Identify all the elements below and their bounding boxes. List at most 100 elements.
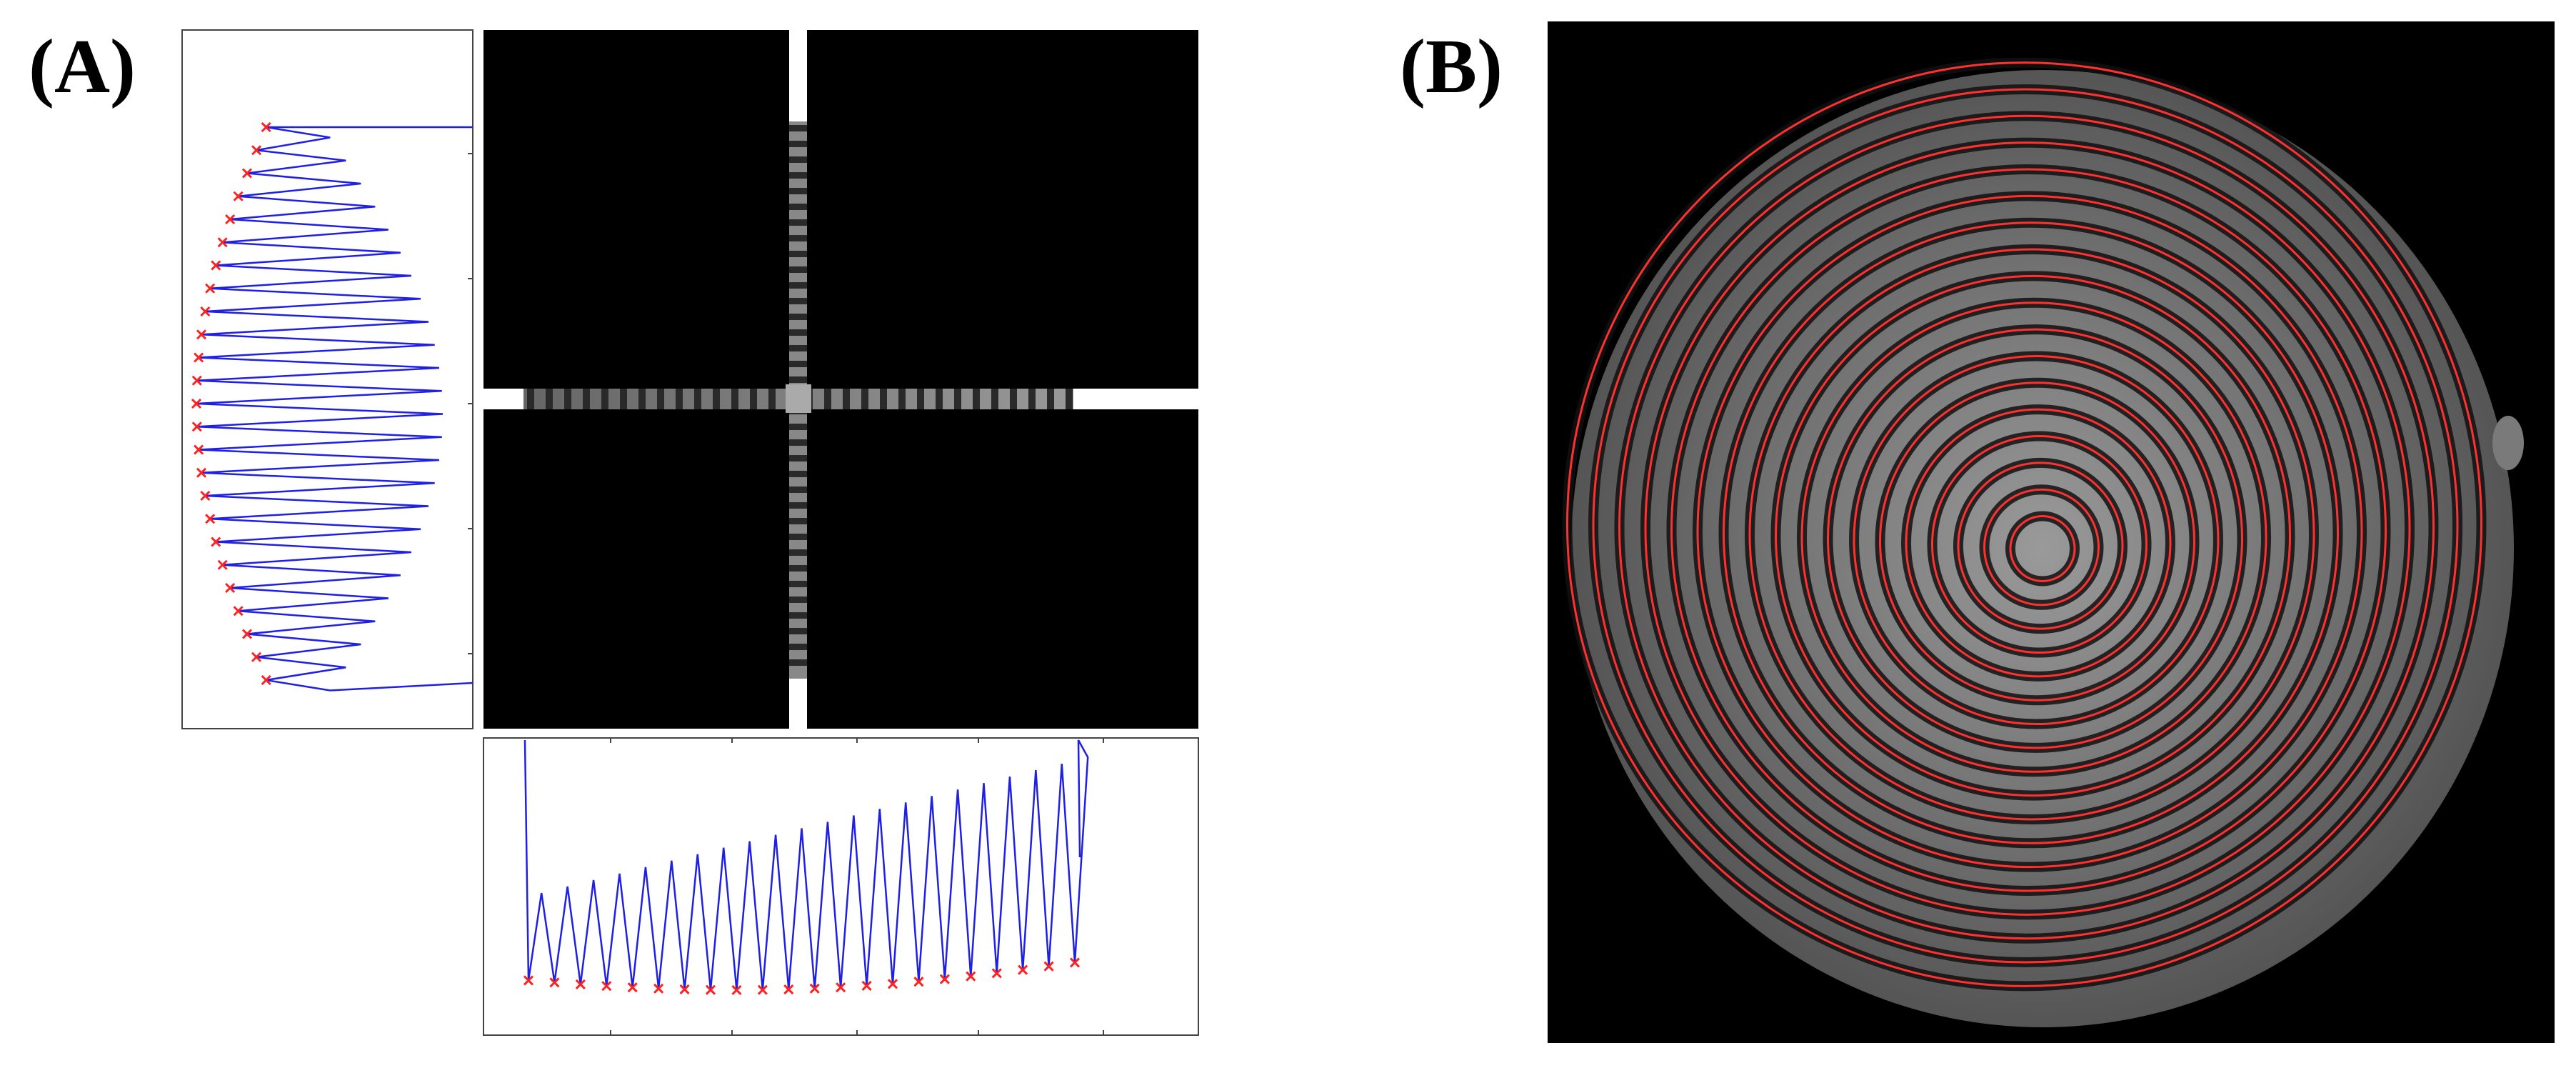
horizontal-strip-fringe: [638, 389, 646, 409]
left-minimum-marker: [200, 490, 211, 501]
horizontal-strip-fringe: [713, 389, 720, 409]
horizontal-strip-fringe: [601, 389, 608, 409]
vertical-strip-fringe: [789, 172, 807, 179]
fitted-circles: [1566, 61, 2482, 987]
left-profile-plot: [181, 29, 473, 729]
bottom-minimum-marker: [861, 980, 872, 992]
fitted-circle: [1644, 141, 2411, 916]
horizontal-strip-fringe: [991, 389, 998, 409]
fitted-circle: [1905, 408, 2172, 678]
horizontal-strip-fringe: [1028, 389, 1036, 409]
bottom-minimum-marker: [627, 982, 638, 993]
vertical-strip-fringe: [789, 439, 807, 446]
horizontal-strip-fringe: [954, 389, 961, 409]
vertical-strip-fringe: [789, 314, 807, 320]
horizontal-strip-fringe: [546, 389, 553, 409]
vertical-strip-fringe: [789, 486, 807, 493]
ring-image-panel: [1548, 21, 2555, 1043]
left-minimum-marker: [233, 191, 244, 201]
left-profile-minima: [191, 121, 271, 686]
ring-image-disc: [1571, 70, 2514, 1027]
vertical-strip-fringe: [789, 597, 807, 603]
fitted-circle: [1931, 435, 2147, 654]
bottom-profile-frame: [483, 737, 1199, 1036]
vertical-strip-fringe: [789, 235, 807, 241]
left-minimum-marker: [225, 582, 236, 594]
bottom-profile-plot: [483, 737, 1199, 1036]
bottom-minimum-marker: [836, 982, 846, 993]
horizontal-strip-fringe: [880, 389, 887, 409]
left-minimum-marker: [241, 629, 253, 639]
image-quadrant-top-left: [483, 30, 789, 389]
fitted-circle: [1566, 61, 2482, 987]
vertical-strip-fringe: [789, 534, 807, 540]
cross-section-image: [483, 30, 1198, 729]
bottom-profile-ticks: [610, 738, 1104, 1035]
horizontal-strip-fringe: [527, 389, 534, 409]
fitted-circle: [1879, 381, 2195, 702]
left-minimum-marker: [251, 652, 262, 662]
panel-b-label: (B): [1400, 24, 1503, 109]
bottom-minimum-marker: [575, 979, 586, 990]
vertical-strip-fringe: [789, 329, 807, 336]
vertical-strip-fringe: [789, 219, 807, 226]
image-quadrant-bottom-left: [483, 409, 789, 729]
fitted-circle: [1670, 168, 2387, 892]
vertical-strip-fringe: [789, 376, 807, 383]
bottom-minimum-marker: [939, 974, 950, 984]
left-minimum-marker: [217, 237, 228, 248]
horizontal-strip-fringe: [824, 389, 831, 409]
left-minimum-marker: [191, 421, 202, 432]
horizontal-strip-fringe: [936, 389, 943, 409]
left-minimum-marker: [205, 514, 216, 524]
fitted-circle: [1775, 274, 2291, 797]
vertical-strip-fringe: [789, 502, 807, 509]
left-profile-line: [196, 126, 473, 692]
vertical-strip-fringe: [789, 266, 807, 273]
bottom-minimum-marker: [601, 981, 612, 992]
image-quadrant-top-right: [807, 30, 1198, 389]
vertical-strip-fringe: [789, 581, 807, 587]
horizontal-strip-fringe: [676, 389, 683, 409]
vertical-strip-fringe: [789, 455, 807, 461]
fitted-circle: [1800, 301, 2267, 773]
left-minimum-marker: [200, 306, 211, 317]
fitted-circle: [1723, 221, 2339, 844]
bottom-minimum-marker: [705, 984, 716, 995]
vertical-strip-fringe: [789, 644, 807, 650]
left-minimum-marker: [233, 606, 244, 617]
fitted-circle: [1957, 461, 2124, 630]
vertical-strip-fringe: [789, 298, 807, 304]
fitted-circle: [1592, 88, 2459, 964]
left-minimum-marker: [225, 214, 236, 225]
vertical-strip-fringe: [789, 204, 807, 210]
vertical-strip-fringe: [789, 188, 807, 194]
bottom-minimum-marker: [523, 975, 534, 986]
left-minimum-marker: [205, 283, 216, 294]
left-minimum-marker: [217, 559, 228, 570]
horizontal-sampling-strip: [523, 384, 1073, 413]
bottom-minimum-marker: [887, 979, 898, 989]
fitted-circle: [1983, 488, 2100, 607]
fitted-circle: [1618, 114, 2435, 940]
horizontal-strip-fringe: [898, 389, 906, 409]
left-minimum-marker: [196, 329, 207, 340]
horizontal-strip-fringe: [861, 389, 868, 409]
image-quadrant-bottom-right: [807, 409, 1198, 729]
vertical-strip-fringe: [789, 612, 807, 619]
vertical-strip-fringe: [789, 141, 807, 147]
left-profile-ticks: [468, 153, 473, 654]
left-minimum-marker: [211, 537, 221, 547]
fitted-circle: [2009, 515, 2076, 582]
horizontal-strip-fringe: [1047, 389, 1054, 409]
vertical-strip-fringe: [789, 471, 807, 477]
bottom-minimum-marker: [783, 984, 794, 995]
bottom-minimum-marker: [913, 977, 924, 987]
bottom-minimum-marker: [757, 984, 768, 995]
bottom-minimum-marker: [1069, 957, 1081, 968]
horizontal-strip-fringe: [583, 389, 590, 409]
vertical-strip-fringe: [789, 282, 807, 289]
horizontal-strip-fringe: [843, 389, 850, 409]
fitted-circle: [1748, 248, 2315, 821]
